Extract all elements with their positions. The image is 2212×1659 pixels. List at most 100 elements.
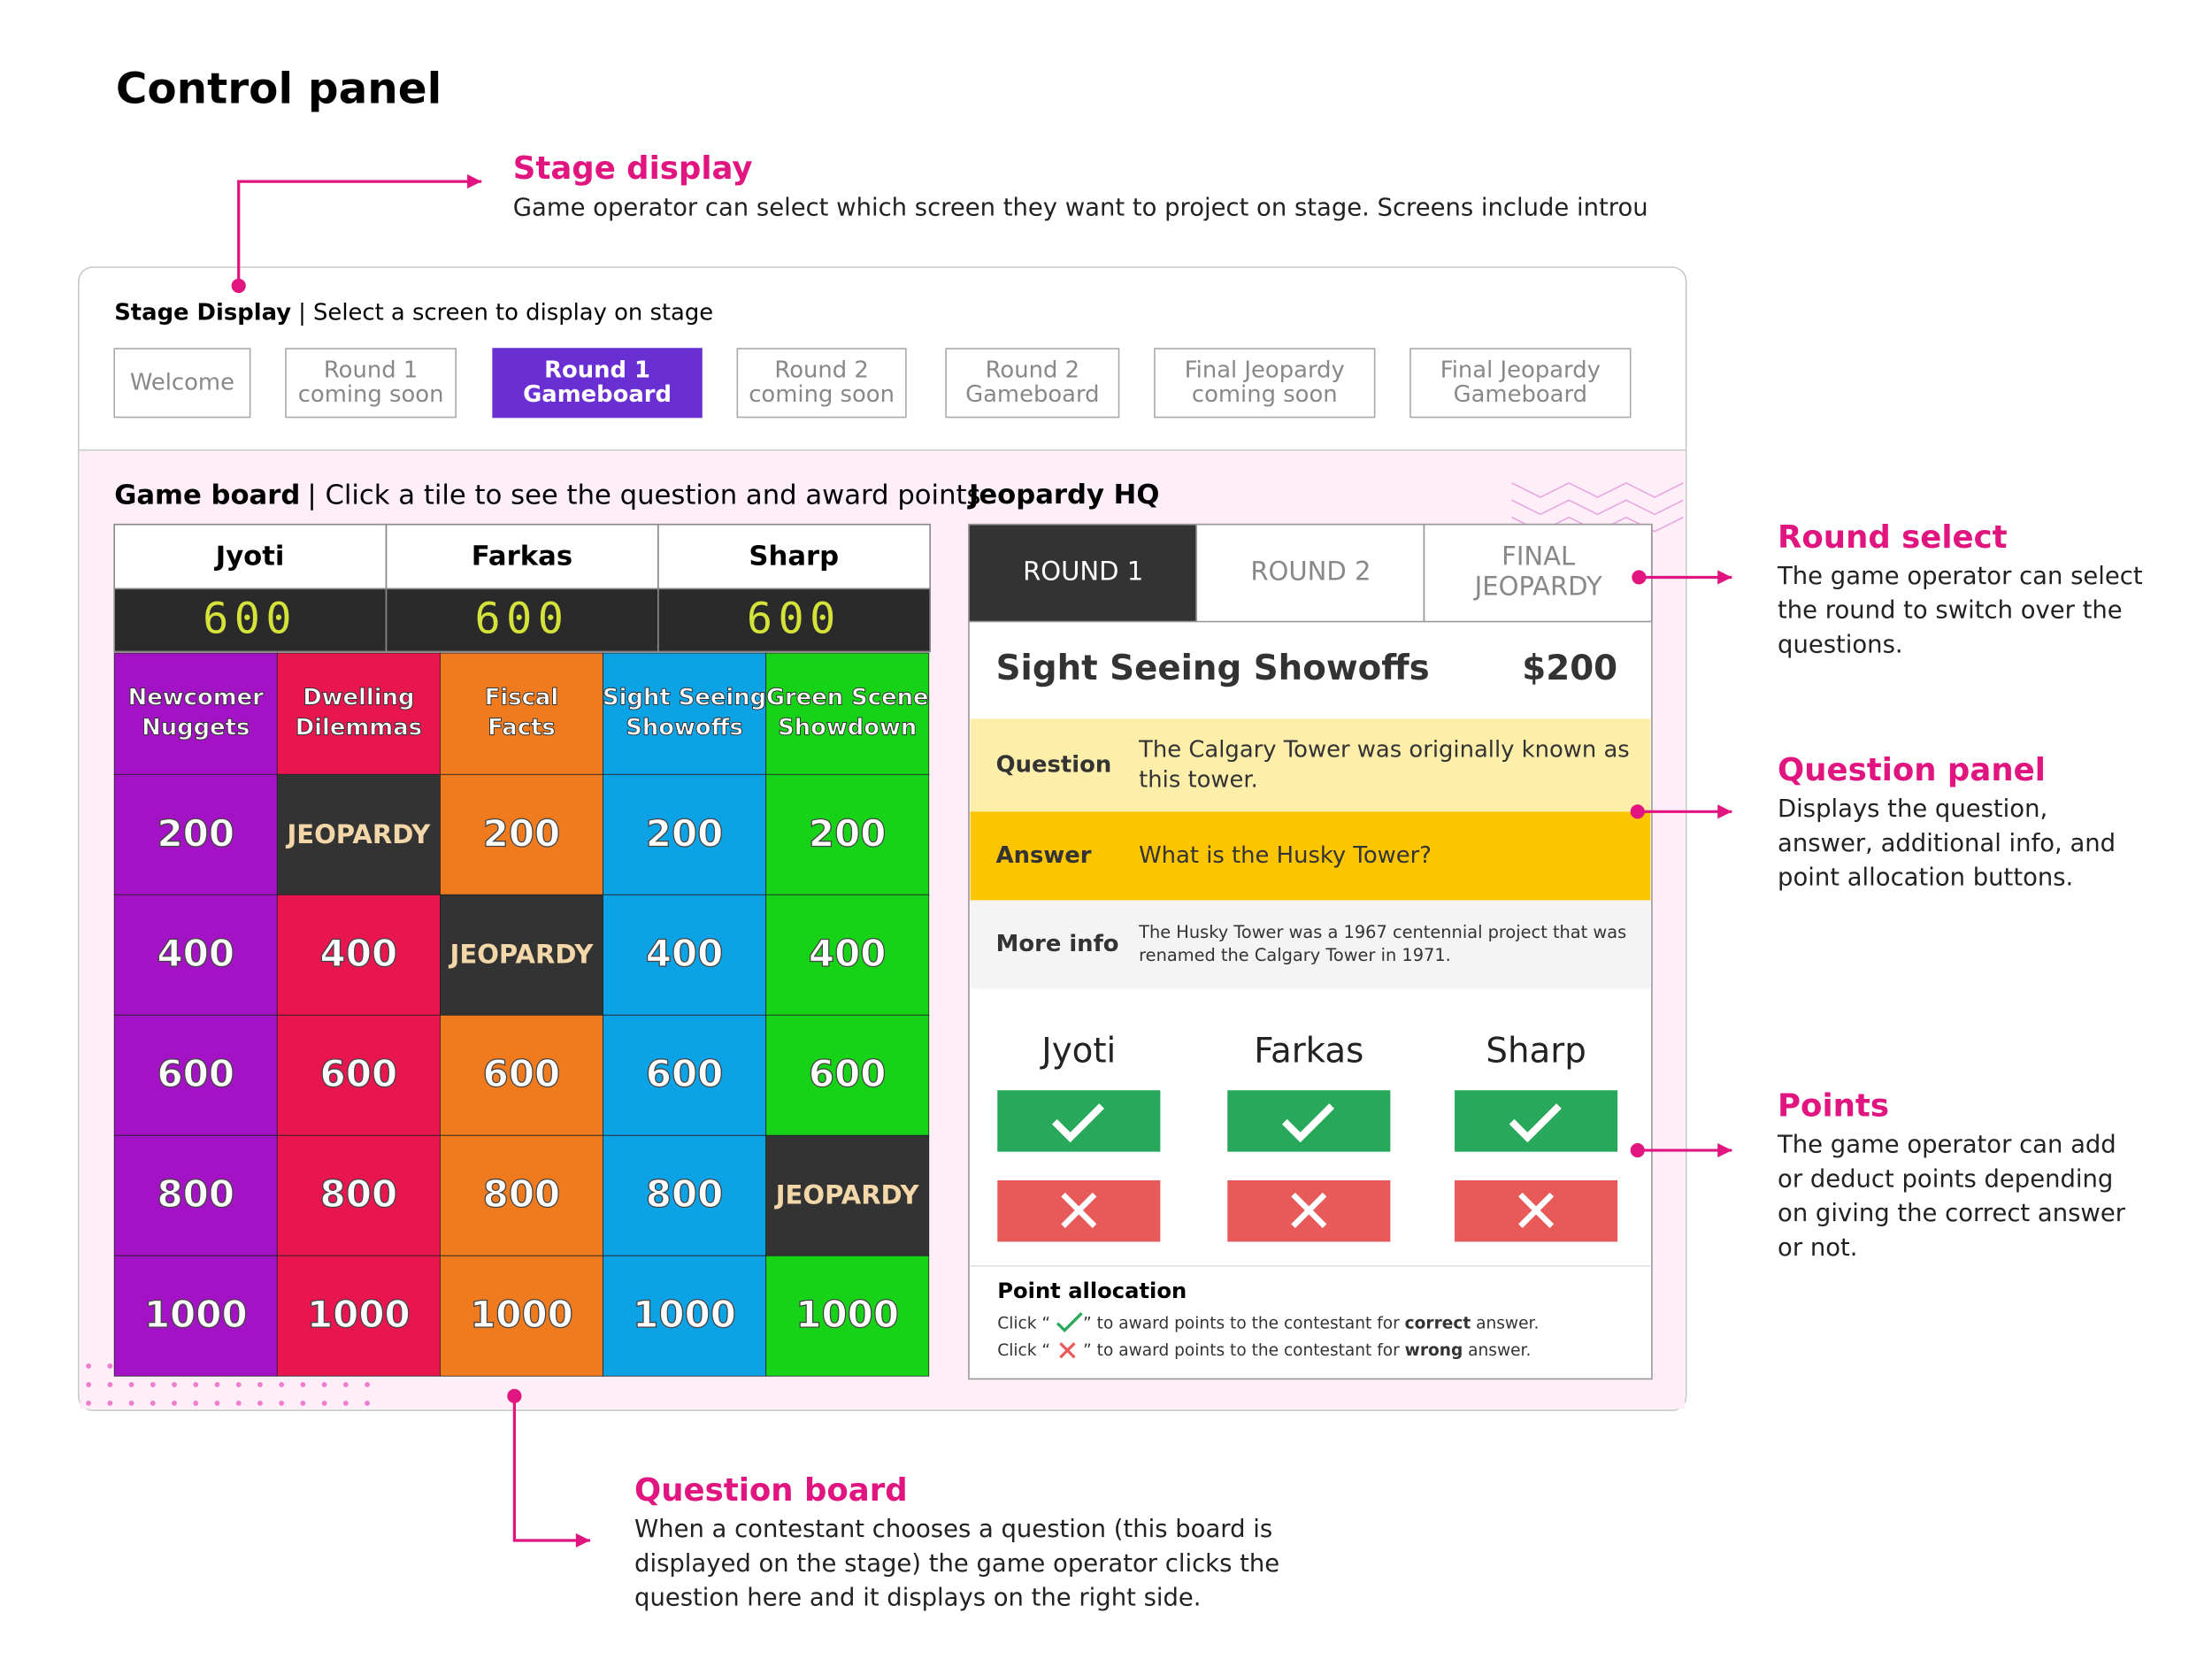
decoration xyxy=(235,1401,242,1406)
annotation-text: The game operator can select xyxy=(1777,563,2143,590)
round-tab-label: ROUND 2 xyxy=(1250,557,1371,587)
stage-button[interactable] xyxy=(492,348,703,419)
arrow-head xyxy=(1717,570,1732,585)
stage-button[interactable] xyxy=(736,348,907,419)
round-tab[interactable] xyxy=(968,523,1198,623)
stage-button[interactable] xyxy=(1409,348,1632,419)
annotation-title: Stage display xyxy=(513,150,753,187)
tile-label: JEOPARDY xyxy=(285,819,431,849)
tile[interactable] xyxy=(440,894,603,1016)
check-icon xyxy=(1282,1103,1335,1143)
tile[interactable] xyxy=(276,1255,441,1377)
allocation-text: Click “ xyxy=(997,1341,1050,1360)
arrow-dot xyxy=(1630,804,1645,819)
award-button[interactable] xyxy=(1227,1090,1391,1152)
tile[interactable] xyxy=(603,773,767,895)
tile[interactable] xyxy=(440,773,603,895)
player-name: Farkas xyxy=(1254,1032,1363,1071)
tile[interactable] xyxy=(276,894,441,1016)
decoration xyxy=(365,1382,370,1387)
decoration xyxy=(300,1401,306,1406)
tile-label: 1000 xyxy=(307,1293,411,1336)
tile-label: 400 xyxy=(320,932,398,975)
tile[interactable] xyxy=(765,1134,930,1256)
tile-label: 800 xyxy=(320,1172,398,1216)
tile-label: 600 xyxy=(809,1052,887,1095)
decoration xyxy=(128,1382,134,1387)
question-value: $200 xyxy=(1522,649,1617,688)
tile-label: 200 xyxy=(646,811,724,855)
arrow-head xyxy=(575,1532,590,1548)
award-button[interactable] xyxy=(997,1090,1161,1152)
decoration xyxy=(257,1401,263,1406)
arrow xyxy=(512,1395,590,1542)
arrow-dot xyxy=(507,1388,522,1403)
tile[interactable] xyxy=(113,1134,278,1256)
annotation-text: The game operator can add xyxy=(1777,1132,2116,1159)
category-name: Green Scene xyxy=(766,684,929,710)
info-text: What is the Husky Tower? xyxy=(1139,842,1432,869)
tile-label: 1000 xyxy=(144,1293,248,1336)
tile[interactable] xyxy=(765,894,930,1016)
tile[interactable] xyxy=(440,1134,603,1256)
stage-button[interactable] xyxy=(945,348,1120,419)
question-category: Sight Seeing Showoffs xyxy=(996,649,1430,688)
decoration xyxy=(86,1401,92,1406)
tile-label: 1000 xyxy=(633,1293,736,1336)
round-tab[interactable] xyxy=(1423,523,1653,623)
stage-button[interactable] xyxy=(285,348,457,419)
tile-label: 400 xyxy=(157,932,234,975)
tile[interactable] xyxy=(440,1255,603,1377)
player-name: Jyoti xyxy=(1040,1032,1116,1071)
stage-button-label: Round 1 xyxy=(324,357,418,384)
tile[interactable] xyxy=(276,1014,441,1136)
section-label: Game board | Click a tile to see the ques… xyxy=(114,480,980,511)
info-row xyxy=(970,811,1651,901)
section-label: Jeopardy HQ xyxy=(967,480,1159,511)
tile[interactable] xyxy=(765,1014,930,1136)
tile[interactable] xyxy=(603,894,767,1016)
tile[interactable] xyxy=(113,1255,278,1377)
decoration xyxy=(279,1401,285,1406)
info-label: Answer xyxy=(996,842,1092,869)
decoration xyxy=(172,1382,177,1387)
tile[interactable] xyxy=(276,1134,441,1256)
stage-button-label: Gameboard xyxy=(1454,381,1587,408)
annotation-text: question here and it displays on the rig… xyxy=(634,1585,1201,1612)
annotation-text: When a contestant chooses a question (th… xyxy=(634,1516,1272,1543)
section-hint: | Click a tile to see the question and a… xyxy=(307,480,980,511)
allocation-text: correct xyxy=(1405,1314,1471,1333)
decoration xyxy=(128,1401,134,1406)
tile-label: JEOPARDY xyxy=(449,940,595,970)
tile[interactable] xyxy=(765,773,930,895)
decoration xyxy=(150,1401,156,1406)
section-hint: | Select a screen to display on stage xyxy=(298,299,713,326)
tile[interactable] xyxy=(603,1014,767,1136)
stage-button[interactable] xyxy=(113,348,251,419)
annotation-text: or deduct points depending xyxy=(1778,1165,2113,1193)
allocation-text: answer. xyxy=(1463,1341,1531,1360)
tile[interactable] xyxy=(276,773,441,895)
tile[interactable] xyxy=(603,1255,767,1377)
tile[interactable] xyxy=(113,894,278,1016)
info-text: The Calgary Tower was originally known a… xyxy=(1138,736,1630,763)
tile[interactable] xyxy=(765,1255,930,1377)
tile-label: 800 xyxy=(646,1172,724,1216)
category-name: Dilemmas xyxy=(296,714,422,741)
tile-label: 1000 xyxy=(470,1293,573,1336)
annotation-title: Question panel xyxy=(1778,752,2046,788)
annotation-text: point allocation buttons. xyxy=(1778,864,2073,892)
stage-button-label: Gameboard xyxy=(523,381,672,408)
arrow-head xyxy=(1717,1142,1732,1158)
decoration xyxy=(193,1401,199,1406)
x-icon xyxy=(1061,1192,1097,1228)
section-label: Stage Display xyxy=(114,299,291,326)
annotation-text: Game operator can select which screen th… xyxy=(513,194,1648,221)
stage-button[interactable] xyxy=(1154,348,1376,419)
tile[interactable] xyxy=(440,1014,603,1136)
award-button[interactable] xyxy=(1455,1090,1618,1152)
tile[interactable] xyxy=(113,1014,278,1136)
decoration xyxy=(257,1382,263,1387)
tile[interactable] xyxy=(603,1134,767,1256)
